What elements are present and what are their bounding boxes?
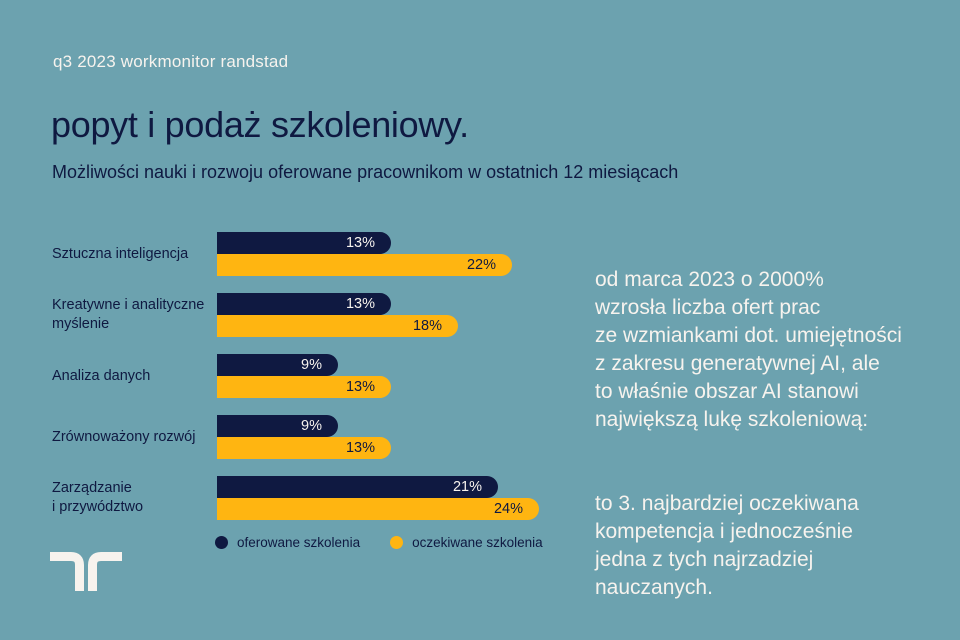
bar-value-label: 9%: [301, 357, 322, 373]
bar-row: Analiza danych 9% 13%: [52, 354, 539, 398]
bar-row: Kreatywne i analityczne myślenie 13% 18%: [52, 293, 539, 337]
bar-expected: 13%: [217, 437, 391, 459]
bar-value-label: 9%: [301, 418, 322, 434]
bar-offered: 9%: [217, 415, 338, 437]
bar-value-label: 18%: [412, 318, 442, 334]
category-label: Sztuczna inteligencja: [52, 245, 189, 262]
bar-value-label: 21%: [452, 479, 482, 495]
aside-text-block: od marca 2023 o 2000% wzrosła liczba ofe…: [595, 238, 940, 640]
category-label: Zarządzanie i przywództwo: [52, 480, 144, 515]
bar-row: Zrównoważony rozwój 9% 13%: [52, 415, 539, 459]
eyebrow-text: q3 2023 workmonitor randstad: [53, 52, 289, 71]
randstad-logo-icon: [50, 552, 122, 591]
chart-legend: oferowane szkolenia oczekiwane szkolenia: [215, 535, 573, 550]
legend-item-expected: oczekiwane szkolenia: [390, 535, 543, 550]
legend-item-offered: oferowane szkolenia: [215, 535, 360, 550]
bar-expected: 24%: [217, 498, 539, 520]
page-title: popyt i podaż szkoleniowy.: [51, 104, 469, 145]
legend-dot-offered-icon: [215, 536, 228, 549]
bar-value-label: 13%: [345, 296, 375, 312]
page-subtitle: Możliwości nauki i rozwoju oferowane pra…: [52, 162, 679, 182]
aside-paragraph-2: to 3. najbardziej oczekiwana kompetencja…: [595, 492, 859, 599]
category-label: Zrównoważony rozwój: [52, 428, 196, 445]
bar-offered: 21%: [217, 476, 498, 498]
legend-dot-expected-icon: [390, 536, 404, 549]
bar-chart: Sztuczna inteligencja 13% 22% Kreatywne i a…: [52, 232, 539, 537]
legend-label-offered: oferowane szkolenia: [237, 535, 361, 550]
bar-pair: 9% 13%: [217, 415, 391, 459]
bar-offered: 13%: [217, 232, 391, 254]
bar-value-label: 13%: [345, 235, 375, 251]
bar-value-label: 24%: [493, 501, 523, 517]
legend-label-expected: oczekiwane szkolenia: [412, 535, 543, 550]
bar-offered: 9%: [217, 354, 338, 376]
category-label: Kreatywne i analityczne myślenie: [52, 297, 205, 332]
category-label: Analiza danych: [52, 367, 151, 384]
bar-expected: 18%: [217, 315, 458, 337]
bar-expected: 22%: [217, 254, 512, 276]
bar-offered: 13%: [217, 293, 391, 315]
bar-value-label: 13%: [345, 379, 375, 395]
bar-pair: 13% 22%: [217, 232, 512, 276]
bar-value-label: 22%: [466, 257, 496, 273]
aside-paragraph-1: od marca 2023 o 2000% wzrosła liczba ofe…: [595, 268, 902, 431]
bar-pair: 21% 24%: [217, 476, 539, 520]
bar-expected: 13%: [217, 376, 391, 398]
bar-row: Zarządzanie i przywództwo 21% 24%: [52, 476, 539, 520]
bar-value-label: 13%: [345, 440, 375, 456]
bar-pair: 13% 18%: [217, 293, 458, 337]
bar-row: Sztuczna inteligencja 13% 22%: [52, 232, 539, 276]
bar-pair: 9% 13%: [217, 354, 391, 398]
